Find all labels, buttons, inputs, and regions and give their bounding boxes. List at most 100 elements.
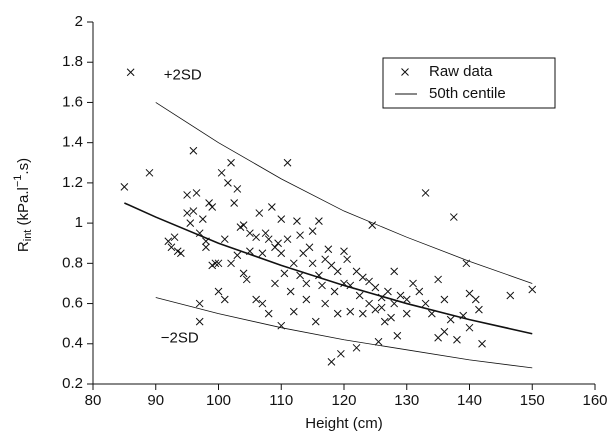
point [296,271,304,280]
point [321,255,330,264]
point [164,237,173,246]
y-tick-label: 1.2 [62,174,83,191]
point [402,309,411,318]
point [126,68,135,77]
point [239,221,248,229]
point [271,279,279,288]
point [528,285,537,294]
point [478,339,486,348]
point [368,221,377,229]
point [233,185,242,193]
y-tick-label: 1.6 [62,93,83,110]
point [340,247,348,256]
point [293,217,301,225]
x-tick-label: 160 [582,392,607,409]
point [227,259,235,268]
point [396,291,405,300]
y-tick-label: 0.6 [62,295,83,312]
point [230,199,239,207]
point [233,251,242,260]
point [465,289,474,298]
point [333,309,342,318]
point [252,295,261,304]
point [343,255,351,264]
x-tick-label: 90 [147,392,164,409]
point [324,245,333,254]
point [465,323,474,332]
point [471,295,480,304]
point [186,219,195,227]
y-label-end: .s) [15,158,32,175]
point [387,313,395,322]
point [308,227,317,236]
point [189,207,198,215]
point [365,299,373,308]
point [205,199,213,207]
x-tick-label: 120 [331,392,356,409]
point [220,295,229,304]
point [242,275,251,284]
point [321,299,330,308]
y-tick-label: 1.8 [62,53,83,70]
x-tick-label: 80 [85,392,102,409]
point [352,267,361,276]
point [217,168,226,177]
point [440,295,449,304]
point [195,317,204,326]
y-tick-label: 0.2 [62,375,83,392]
point [192,189,201,197]
point [330,287,339,296]
point [214,287,223,296]
point [224,179,232,187]
point [318,281,326,290]
point [308,259,317,268]
point [283,235,292,244]
point [415,287,424,296]
x-tick-label: 100 [206,392,231,409]
point [421,299,430,308]
point [211,259,220,268]
point [302,279,311,288]
point [315,217,323,225]
point [346,307,355,316]
point [176,249,185,258]
y-tick-label: 1 [75,214,83,231]
point [371,283,380,292]
point [475,305,483,314]
x-tick-label: 140 [457,392,482,409]
point [183,209,191,217]
point [390,267,399,276]
point [258,249,267,258]
point [220,235,229,244]
x-tick-label: 150 [520,392,545,409]
point [274,239,282,248]
point [239,269,248,278]
curve [155,102,533,284]
point [227,158,235,167]
point [506,291,515,300]
point [299,249,308,258]
point [198,215,207,223]
point [305,243,314,252]
point [120,183,129,191]
point [271,243,279,252]
point [453,335,461,344]
point [333,267,342,276]
point [302,295,311,304]
point [214,259,223,268]
y-label-main: R [15,241,32,252]
point [167,243,176,252]
point [434,275,442,284]
legend-marker [401,68,409,76]
point [289,307,298,316]
y-tick-label: 2 [75,13,83,30]
y-tick-label: 0.4 [62,335,83,352]
point [202,243,210,252]
legend-label: Raw data [429,63,493,80]
point [421,189,430,197]
point [208,203,217,211]
point [352,343,361,352]
point [380,317,389,326]
point [434,333,442,342]
point [371,305,380,314]
